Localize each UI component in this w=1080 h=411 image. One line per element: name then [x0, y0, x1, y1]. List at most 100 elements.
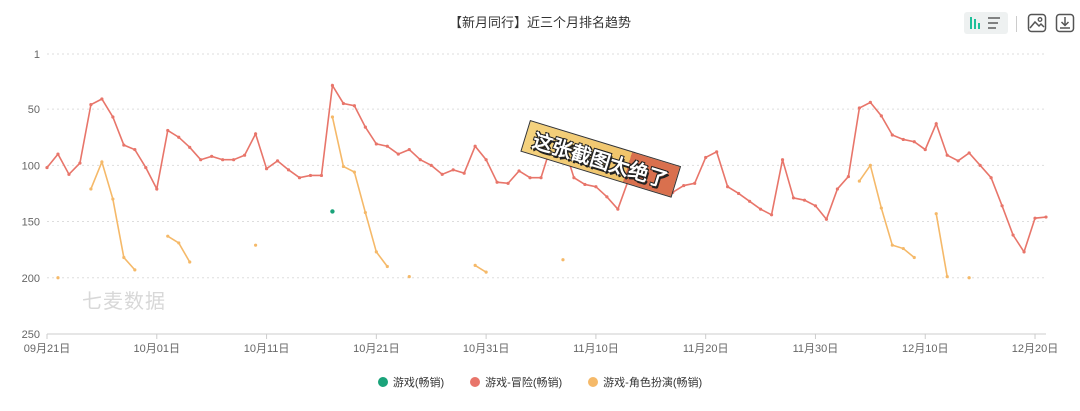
data-point: [978, 163, 982, 167]
data-point: [594, 185, 598, 189]
save-image-button[interactable]: [1026, 12, 1048, 34]
data-point: [243, 153, 247, 157]
legend-label: 游戏-角色扮演(畅销): [603, 377, 703, 389]
data-point: [473, 144, 477, 148]
data-point: [144, 165, 148, 170]
data-point: [89, 187, 93, 191]
series-line-2: [167, 235, 191, 263]
data-point: [835, 187, 840, 191]
data-point: [166, 234, 170, 238]
x-tick-label: 10月01日: [134, 343, 180, 355]
data-point: [396, 152, 400, 156]
data-point: [407, 147, 411, 152]
data-point: [188, 145, 192, 149]
x-tick-label: 12月20日: [1012, 343, 1058, 355]
data-point: [385, 264, 389, 269]
download-button[interactable]: [1054, 12, 1076, 34]
data-point: [232, 158, 236, 162]
bar-chart-icon[interactable]: [970, 17, 980, 29]
data-point: [857, 106, 861, 110]
data-point: [682, 183, 686, 188]
x-tick-label: 10月11日: [244, 343, 290, 355]
data-point: [934, 122, 938, 126]
data-point: [737, 191, 741, 196]
legend-label: 游戏(畅销): [392, 377, 445, 389]
data-point: [56, 152, 60, 156]
data-point: [912, 255, 916, 260]
legend-item[interactable]: 游戏-冒险(畅销): [470, 374, 562, 390]
data-point: [616, 207, 620, 211]
legend-item[interactable]: 游戏(畅销): [377, 374, 445, 390]
chart-view-toggle[interactable]: [964, 12, 1008, 34]
x-tick-label: 12月10日: [902, 343, 948, 355]
legend-label: 游戏-冒险(畅销): [485, 377, 563, 389]
data-point: [418, 158, 422, 162]
data-point: [133, 268, 137, 272]
data-point: [1033, 216, 1037, 220]
y-tick-label: 150: [22, 217, 40, 229]
data-point: [528, 176, 532, 180]
data-point: [122, 143, 126, 147]
data-point: [967, 151, 971, 155]
data-point: [352, 104, 356, 108]
data-point: [517, 169, 521, 173]
data-point: [868, 163, 872, 167]
data-point: [473, 263, 477, 268]
data-point: [363, 125, 367, 129]
data-point: [462, 171, 466, 175]
data-point: [264, 167, 269, 171]
data-point: [484, 270, 488, 274]
data-point: [330, 115, 335, 119]
data-point: [122, 255, 126, 260]
data-point: [715, 150, 719, 154]
data-point: [561, 258, 565, 262]
data-point: [341, 164, 346, 169]
data-point: [210, 154, 214, 158]
data-point: [352, 170, 356, 174]
data-point: [407, 275, 411, 279]
data-point: [297, 176, 302, 180]
data-point: [912, 140, 916, 144]
list-icon[interactable]: [988, 17, 1000, 29]
y-tick-label: 250: [22, 329, 40, 341]
series-line-1: [46, 83, 1047, 254]
data-point: [1011, 233, 1015, 237]
data-point: [824, 217, 829, 221]
data-point: [429, 163, 433, 167]
data-point: [923, 147, 927, 152]
chart-title: 【新月同行】近三个月排名趋势: [448, 15, 631, 30]
data-point: [111, 115, 115, 119]
data-point: [330, 83, 335, 88]
data-point: [155, 187, 159, 191]
data-point: [56, 276, 60, 280]
data-point: [111, 197, 115, 201]
data-point: [726, 185, 730, 189]
data-point: [506, 181, 510, 185]
data-point: [341, 101, 346, 106]
x-tick-label: 11月20日: [683, 343, 729, 355]
download-icon: [1055, 13, 1075, 33]
data-point: [802, 198, 807, 202]
legend-item[interactable]: 游戏-角色扮演(畅销): [588, 374, 702, 390]
data-point: [253, 243, 258, 247]
data-point: [1000, 204, 1004, 208]
data-point: [868, 100, 872, 104]
data-point: [945, 153, 949, 157]
toolbar-divider: [1016, 16, 1017, 32]
data-point: [879, 206, 883, 210]
data-point: [693, 181, 697, 185]
data-point: [451, 168, 455, 172]
data-point: [901, 246, 905, 251]
data-point: [78, 161, 82, 165]
watermark: 七麦数据: [82, 291, 166, 313]
data-point: [133, 147, 137, 152]
series-line-2: [331, 116, 388, 268]
y-tick-label: 100: [22, 160, 40, 172]
data-point: [308, 173, 313, 178]
x-tick-label: 10月31日: [463, 343, 509, 355]
data-point: [605, 195, 609, 199]
legend: 游戏(畅销) 游戏-冒险(畅销) 游戏-角色扮演(畅销): [0, 374, 1080, 390]
data-point: [319, 173, 324, 178]
data-point: [275, 159, 280, 163]
y-tick-label: 1: [34, 49, 40, 61]
